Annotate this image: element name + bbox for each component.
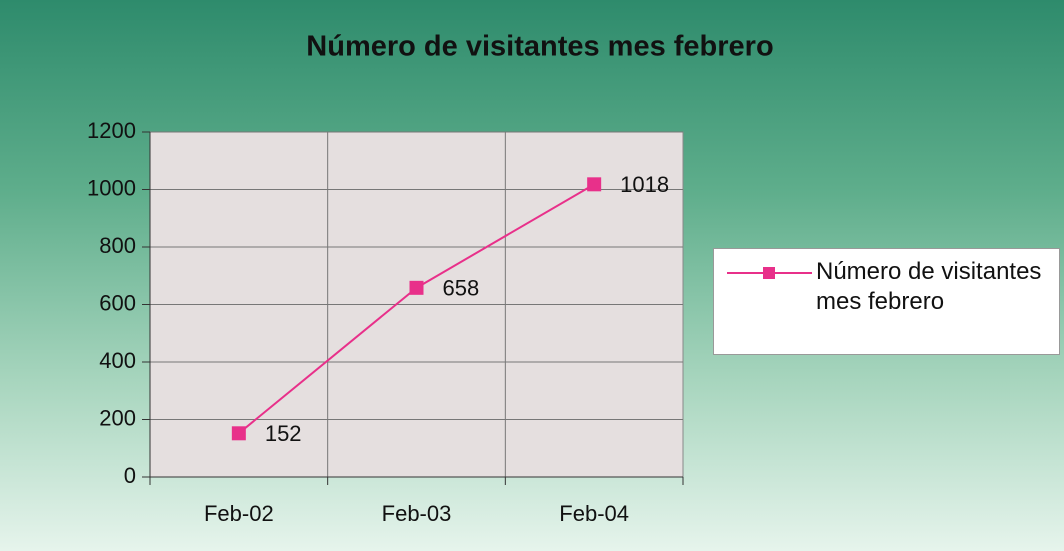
y-tick-label: 1000 (87, 175, 136, 200)
x-tick-label: Feb-02 (204, 501, 274, 526)
legend-label: Número de visitantes mes febrero (816, 258, 1042, 315)
legend-marker (763, 267, 775, 279)
y-tick-label: 400 (99, 348, 136, 373)
legend-symbol (727, 267, 812, 279)
y-tick-label: 600 (99, 290, 136, 315)
data-label: 152 (265, 421, 302, 446)
legend: Número de visitantes mes febrero (713, 248, 1060, 355)
x-tick-label: Feb-04 (559, 501, 629, 526)
y-tick-label: 800 (99, 233, 136, 258)
point-marker (587, 177, 602, 192)
point-marker (409, 280, 424, 295)
point-marker (231, 426, 246, 441)
y-tick-label: 1200 (87, 118, 136, 143)
data-label: 1018 (620, 172, 669, 197)
y-tick-label: 0 (124, 463, 136, 488)
data-label: 658 (443, 276, 480, 301)
y-tick-label: 200 (99, 405, 136, 430)
x-tick-label: Feb-03 (382, 501, 452, 526)
chart-title: Número de visitantes mes febrero (306, 31, 773, 63)
